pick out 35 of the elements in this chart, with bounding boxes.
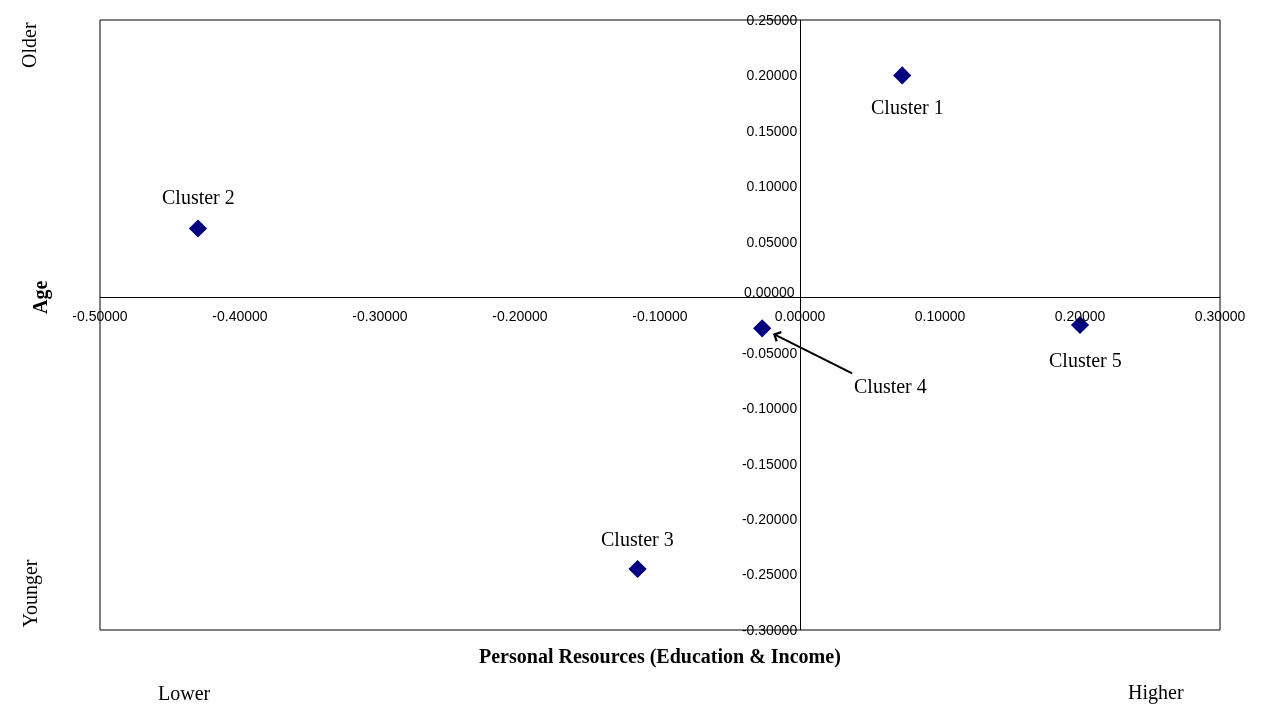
x-tick-label: -0.20000 (492, 308, 548, 325)
annotation: Cluster 3 (601, 528, 674, 550)
y-tick-label: 0.00000 (744, 284, 795, 300)
x-tick-label: 0.30000 (1194, 308, 1246, 325)
x-tick-label: -0.10000 (632, 308, 688, 325)
annotation: Cluster 5 (1049, 349, 1122, 371)
y-tick-label: 0.25000 (746, 11, 798, 28)
text: Younger (18, 559, 42, 628)
y-tick-label: 0.05000 (746, 233, 798, 250)
annotation: Cluster 1 (871, 96, 944, 118)
y-tick-label: -0.30000 (741, 621, 798, 638)
y-tick-label: 0.15000 (746, 122, 798, 139)
y-tick-label: -0.10000 (741, 400, 798, 417)
y-tick-label: -0.25000 (741, 566, 798, 583)
x-axis-title: Personal Resources (Education & Income) (479, 645, 841, 668)
text: Older (18, 22, 40, 68)
y-tick-label: -0.20000 (741, 510, 798, 527)
y-tick-label: -0.15000 (741, 455, 798, 472)
point (188, 219, 208, 238)
x-tick-label: -0.30000 (352, 308, 408, 325)
y-tick-label: -0.05000 (741, 344, 798, 361)
point (753, 319, 772, 338)
text: Lower (158, 682, 211, 704)
y-axis-title: Age (29, 280, 53, 314)
annotation: Cluster 2 (162, 186, 235, 208)
x-tick-label: -0.50000 (72, 308, 128, 325)
x-tick-label: 0.10000 (914, 308, 966, 325)
annotation: Cluster 4 (854, 375, 927, 397)
point (893, 66, 912, 85)
x-tick-label: 0.20000 (1054, 308, 1106, 325)
x-tick-label: -0.40000 (212, 308, 268, 325)
point (628, 559, 647, 579)
y-tick-label: 0.20000 (746, 67, 798, 84)
text: Higher (1128, 681, 1184, 704)
y-tick-label: 0.10000 (746, 178, 798, 195)
